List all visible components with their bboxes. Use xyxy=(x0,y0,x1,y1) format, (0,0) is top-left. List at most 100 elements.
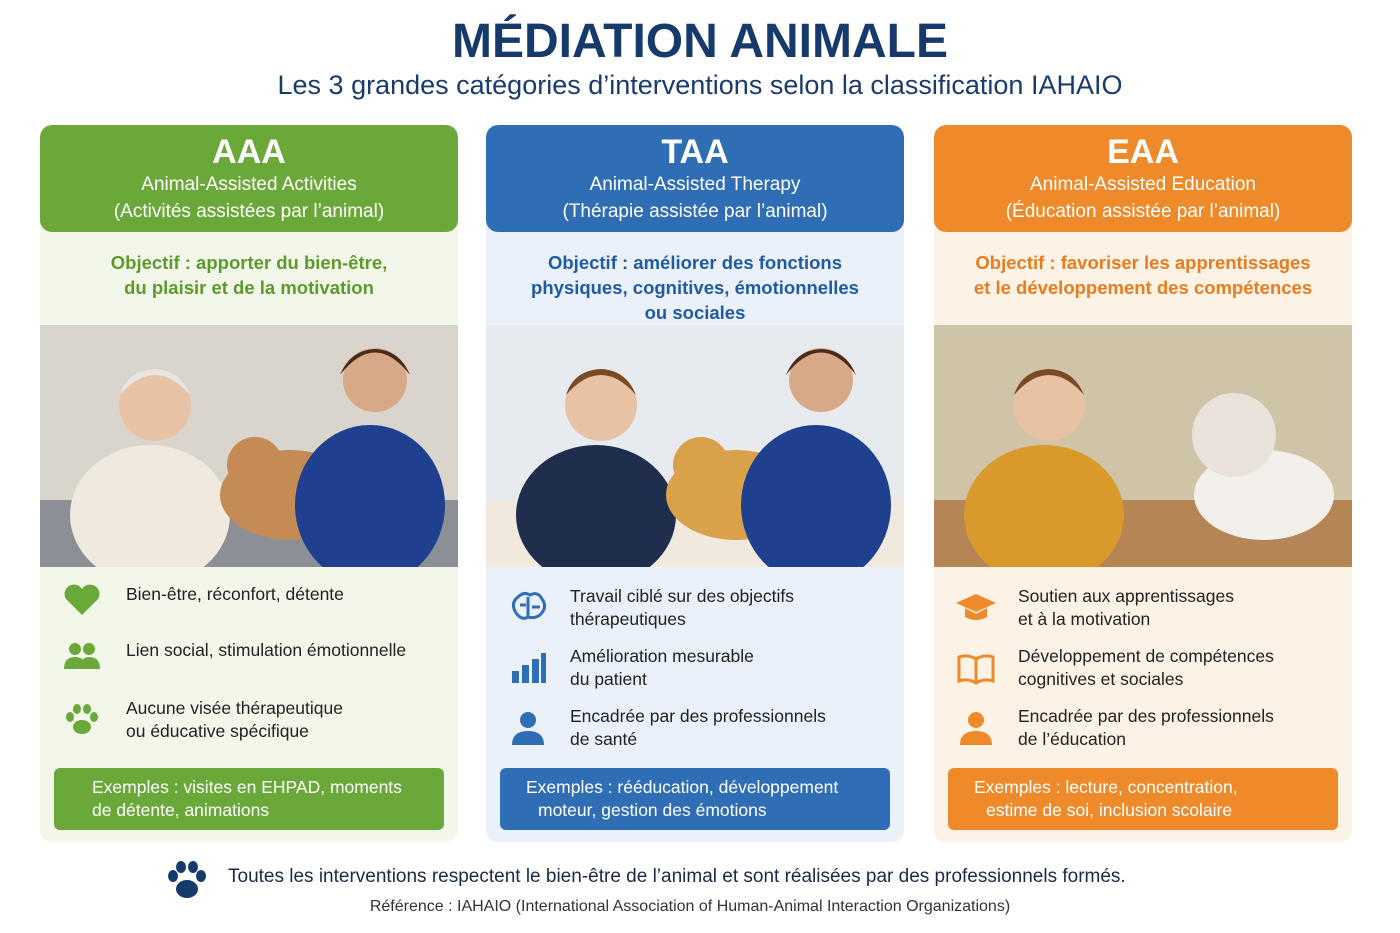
shape xyxy=(957,654,995,685)
objective: Objectif : favoriser les apprentissages e… xyxy=(934,250,1352,300)
photo xyxy=(486,325,904,567)
shape xyxy=(965,608,987,620)
item-line: Encadrée par des professionnels xyxy=(570,706,826,726)
item-icon xyxy=(64,643,100,669)
shape xyxy=(73,704,81,714)
objective-line: du plaisir et de la motivation xyxy=(124,277,374,298)
shape xyxy=(90,712,98,722)
examples-line: moteur, gestion des émotions xyxy=(538,800,767,820)
examples-line: Exemples : visites en EHPAD, moments xyxy=(92,777,402,797)
shape xyxy=(512,731,544,745)
shape xyxy=(565,369,637,441)
shape xyxy=(786,349,856,375)
card: AAA Animal-Assisted Activities (Activités … xyxy=(40,125,458,842)
card-header: AAA Animal-Assisted Activities (Activités … xyxy=(40,125,458,232)
shape xyxy=(66,712,74,722)
shape xyxy=(1013,369,1085,441)
objective-line: Objectif : améliorer des fonctions xyxy=(547,252,842,273)
objective: Objectif : apporter du bien-être, du plai… xyxy=(40,250,458,300)
shape xyxy=(541,653,546,683)
shape xyxy=(522,665,529,683)
item-line: Aucune visée thérapeutique xyxy=(126,698,343,718)
objective: Objectif : améliorer des fonctions physiq… xyxy=(486,250,904,325)
item-line: thérapeutiques xyxy=(570,609,686,629)
shape xyxy=(512,653,546,683)
examples-line: Exemples : lecture, concentration, xyxy=(974,777,1238,797)
examples: Exemples : lecture, concentration, estime… xyxy=(948,768,1338,830)
shape xyxy=(295,425,445,567)
title: MÉDIATION ANIMALE xyxy=(452,15,948,68)
item-line: Travail ciblé sur des objectifs xyxy=(570,586,795,606)
shape xyxy=(520,712,536,728)
item: Soutien aux apprentissages et à la motiva… xyxy=(1018,585,1234,631)
shape xyxy=(566,369,636,395)
item: Développement de compétences cognitives e… xyxy=(1018,645,1274,691)
item-line: du patient xyxy=(570,669,647,689)
card-code: TAA xyxy=(661,133,729,171)
shape xyxy=(516,445,676,567)
item: Travail ciblé sur des objectifs thérapeut… xyxy=(570,585,794,631)
paw-icon xyxy=(168,861,206,898)
card-translation: (Éducation assistée par l’animal) xyxy=(1005,201,1281,222)
shape xyxy=(80,657,100,669)
objective-line: Objectif : apporter du bien-être, xyxy=(110,252,388,273)
examples-line: Exemples : rééducation, développement xyxy=(526,777,839,797)
shape xyxy=(66,704,98,734)
photo xyxy=(934,325,1352,567)
item-icon xyxy=(960,712,992,745)
item-line: cognitives et sociales xyxy=(1018,669,1184,689)
subtitle: Les 3 grandes catégories d’interventions… xyxy=(277,70,1123,100)
shape xyxy=(73,720,91,734)
item-line: Développement de compétences xyxy=(1018,646,1274,666)
shape xyxy=(1014,369,1084,395)
shape xyxy=(70,445,230,567)
shape xyxy=(956,594,996,612)
card-name: Animal-Assisted Therapy xyxy=(589,174,801,195)
item-icon xyxy=(511,591,547,620)
shape xyxy=(64,584,100,615)
item-line: Bien-être, réconfort, détente xyxy=(126,584,344,604)
footer-reference: Référence : IAHAIO (International Associ… xyxy=(369,898,1011,915)
shape xyxy=(968,712,984,728)
objective-line: et le développement des compétences xyxy=(973,277,1313,298)
shape xyxy=(960,731,992,745)
shape xyxy=(64,643,100,669)
shape xyxy=(512,671,519,683)
objective-line: ou sociales xyxy=(644,302,746,323)
shape xyxy=(340,349,410,375)
item-line: Encadrée par des professionnels xyxy=(1018,706,1274,726)
examples: Exemples : visites en EHPAD, moments de d… xyxy=(54,768,444,830)
item-line: et à la motivation xyxy=(1018,609,1151,629)
card-translation: (Activités assistées par l’animal) xyxy=(113,201,385,222)
shape xyxy=(511,591,547,620)
item-icon xyxy=(957,654,995,685)
item-icon xyxy=(512,653,546,683)
item: Encadrée par des professionnels de l’éduc… xyxy=(1018,705,1274,751)
shape xyxy=(343,348,407,412)
shape xyxy=(956,594,996,620)
photo xyxy=(40,325,458,567)
shape xyxy=(83,704,91,714)
examples: Exemples : rééducation, développement mot… xyxy=(500,768,890,830)
shape xyxy=(83,643,95,655)
card-name: Animal-Assisted Activities xyxy=(141,174,357,195)
item-icon xyxy=(512,712,544,745)
card: EAA Animal-Assisted Education (Éducation a… xyxy=(934,125,1352,842)
item-icon xyxy=(64,584,100,615)
examples-line: de détente, animations xyxy=(92,800,270,820)
shape xyxy=(1192,393,1276,477)
objective-line: Objectif : favoriser les apprentissages xyxy=(975,252,1311,273)
item: Bien-être, réconfort, détente xyxy=(126,583,344,606)
shape xyxy=(673,437,729,493)
shape xyxy=(741,425,891,567)
shape xyxy=(957,654,995,685)
card-code: EAA xyxy=(1107,133,1179,171)
item-line: Amélioration mesurable xyxy=(570,646,754,666)
item-line: de l’éducation xyxy=(1018,729,1126,749)
shape xyxy=(532,659,539,683)
card-code: AAA xyxy=(212,133,286,171)
shape xyxy=(960,712,992,745)
item: Amélioration mesurable du patient xyxy=(570,645,754,691)
card-translation: (Thérapie assistée par l’animal) xyxy=(562,201,828,222)
